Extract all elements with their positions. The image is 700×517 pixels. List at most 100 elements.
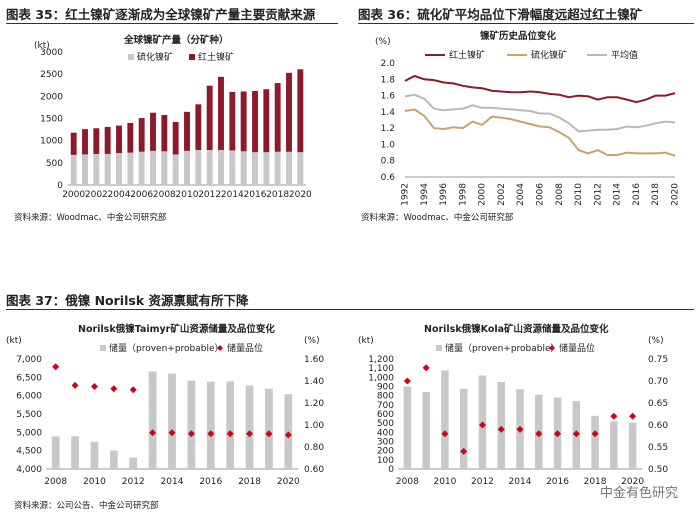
fig36-title: 图表 36：硫化矿平均品位下滑幅度远超过红土镍矿 <box>358 7 643 22</box>
x-tick-label: 2000 <box>478 183 488 206</box>
x-tick-label: 2010 <box>574 183 584 206</box>
y2-tick-label: 0.60 <box>648 421 668 431</box>
x-tick-label: 2016 <box>632 183 642 206</box>
x-tick-label: 2006 <box>130 190 153 200</box>
bar-laterite-2019 <box>286 72 292 152</box>
y-tick-label: 6,500 <box>16 373 42 383</box>
bar-laterite-2005 <box>127 122 134 153</box>
bar-laterite-2015 <box>240 91 247 152</box>
fig35-title: 图表 35：红土镍矿逐渐成为全球镍矿产量主要贡献来源 <box>6 7 316 22</box>
fig36-chart-title: 镍矿历史品位变化 <box>480 31 557 42</box>
grade-marker-2020 <box>629 412 637 420</box>
y-axis-label: (kt) <box>6 336 22 346</box>
fig35-title-rule <box>6 23 338 24</box>
bar-laterite-2017 <box>263 89 270 153</box>
x-tick-label: 2008 <box>555 183 565 206</box>
bar-sulfide-2017 <box>263 152 270 185</box>
bar-laterite-2000 <box>70 132 77 155</box>
y-tick-label: 2.0 <box>381 59 396 69</box>
x-tick-label: 2000 <box>62 190 85 200</box>
legend-label-0: 红土镍矿 <box>449 49 485 61</box>
fig36-chart: (%) 0.6 0.8 1.0 1.2 1.4 1.6 1.8 2.0 红土镍矿 硫化镍矿 平均值 19… <box>375 37 681 206</box>
bar-laterite-2011 <box>195 104 202 150</box>
bar-laterite-2002 <box>93 128 100 154</box>
y-tick-label: 4,000 <box>16 465 42 475</box>
x-tick-label: 2008 <box>396 477 419 487</box>
y2-tick-label: 0.60 <box>304 465 324 475</box>
y-tick-label: 1000 <box>40 137 63 147</box>
x-tick-label: 2004 <box>516 183 526 206</box>
bar-sulfide-2000 <box>70 154 77 185</box>
x-tick-label: 2014 <box>509 477 532 487</box>
x-tick-label: 2018 <box>584 477 607 487</box>
legend-label-grade: 储量品位 <box>559 342 595 354</box>
bar-reserves-2009 <box>71 436 79 469</box>
grade-marker-2009 <box>422 364 430 372</box>
legend-label-reserves: 储量（proven+probable） <box>109 342 224 354</box>
x-tick-label: 2016 <box>244 190 267 200</box>
x-tick-label: 2016 <box>546 477 569 487</box>
x-tick-label: 1996 <box>439 183 449 206</box>
x-tick-label: 2018 <box>266 190 289 200</box>
grade-marker-2019 <box>610 412 618 420</box>
bar-reserves-2013 <box>497 381 505 469</box>
y2-axis-label: (%) <box>304 336 320 346</box>
y-tick-label: 500 <box>46 159 63 169</box>
bar-sulfide-2004 <box>116 153 122 185</box>
grade-marker-2011 <box>460 447 468 455</box>
grade-marker-2013 <box>149 429 157 437</box>
bar-sulfide-2002 <box>93 153 100 185</box>
bar-reserves-2016 <box>206 381 215 469</box>
bar-laterite-2013 <box>218 76 224 150</box>
bar-laterite-2004 <box>116 125 122 154</box>
x-tick-label: 2014 <box>161 477 184 487</box>
bar-sulfide-2016 <box>252 152 258 185</box>
bar-sulfide-2010 <box>184 150 190 185</box>
bar-laterite-2012 <box>206 85 213 150</box>
series-line-0 <box>404 74 676 104</box>
grade-marker-2020 <box>284 431 292 439</box>
x-tick-label: 2010 <box>433 477 456 487</box>
legend-label-1: 硫化镍矿 <box>531 49 567 61</box>
x-tick-label: 2006 <box>536 183 546 206</box>
grade-marker-2017 <box>226 430 234 438</box>
y-tick-label: 1.2 <box>381 124 395 134</box>
x-tick-label: 2002 <box>497 183 507 206</box>
bar-laterite-2007 <box>150 112 156 151</box>
grade-marker-2009 <box>71 381 79 389</box>
bar-sulfide-2013 <box>218 149 224 185</box>
bar-reserves-2013 <box>148 371 157 469</box>
fig36-source: 资料来源：Woodmac、中金公司研究部 <box>361 213 514 223</box>
fig37-taimyr-chart: (kt) (%) 4,000 4,500 5,000 5,500 6,000 6,500 7,0… <box>6 336 324 487</box>
x-tick-label: 1992 <box>401 183 411 206</box>
y-tick-label: 100 <box>377 456 394 466</box>
legend-label-reserves: 储量（proven+probable） <box>445 342 560 354</box>
bar-laterite-2001 <box>82 129 88 155</box>
y2-tick-label: 0.70 <box>648 377 668 387</box>
grade-marker-2012 <box>129 386 137 394</box>
bar-reserves-2008 <box>51 436 60 469</box>
x-tick-label: 2012 <box>122 477 145 487</box>
grade-marker-2010 <box>441 430 449 438</box>
grade-marker-2018 <box>591 430 599 438</box>
fig37-right-chart-title: Norilsk俄镍Kola矿山资源储量及品位变化 <box>424 324 609 335</box>
x-tick-label: 2012 <box>593 183 603 206</box>
bar-sulfide-2019 <box>286 151 292 185</box>
grade-marker-2010 <box>90 383 98 390</box>
y-tick-label: 600 <box>377 410 394 420</box>
series-line-1 <box>404 108 676 157</box>
legend-label-laterite: 红土镍矿 <box>198 51 234 63</box>
x-tick-label: 2012 <box>198 190 221 200</box>
y-tick-label: 1500 <box>40 115 63 125</box>
y-tick-label: 1.8 <box>381 75 396 85</box>
grade-marker-2019 <box>265 430 273 438</box>
bar-reserves-2014 <box>168 373 176 469</box>
x-tick-label: 2012 <box>471 477 494 487</box>
watermark: 中金有色研究 <box>600 486 679 501</box>
y-tick-label: 400 <box>377 428 394 438</box>
y-tick-label: 1,000 <box>368 373 394 383</box>
bar-sulfide-2015 <box>240 151 247 185</box>
grade-marker-2017 <box>572 430 580 438</box>
y-tick-label: 1.4 <box>381 108 396 118</box>
x-tick-label: 2010 <box>83 477 106 487</box>
